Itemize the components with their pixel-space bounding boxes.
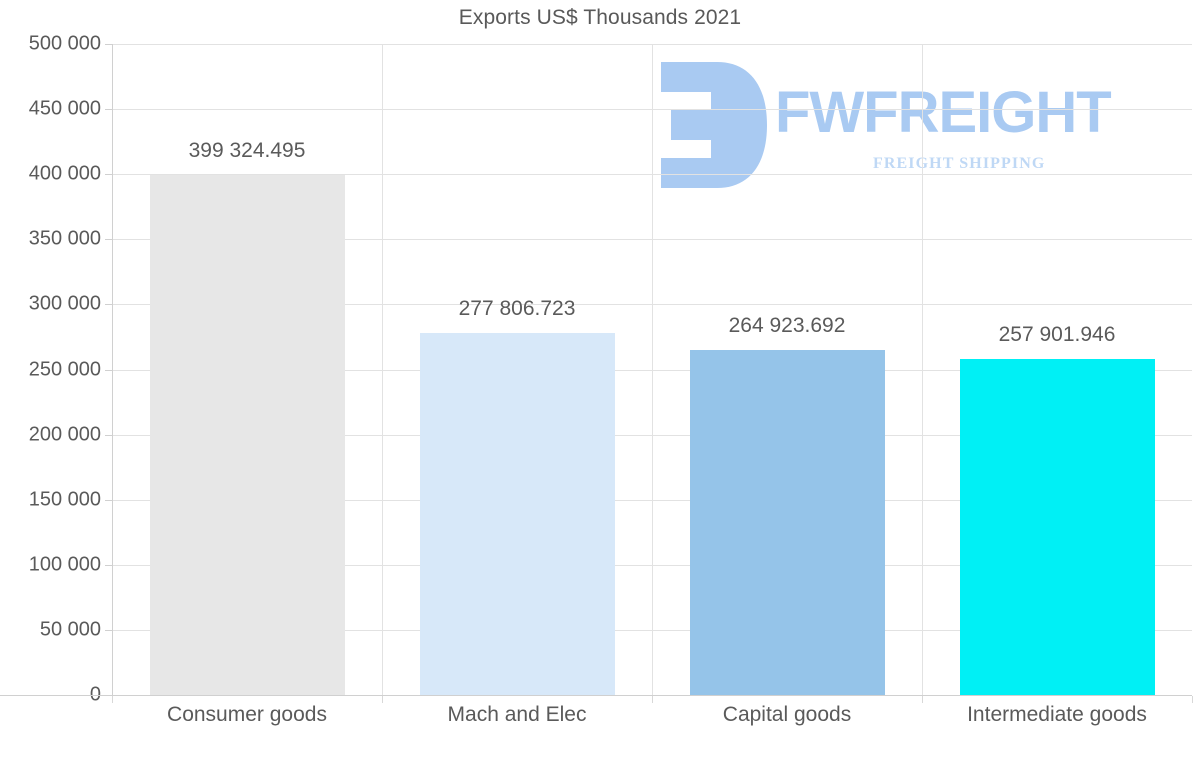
y-axis-tick-mark xyxy=(105,109,112,111)
bar[interactable] xyxy=(960,359,1155,695)
plot-area xyxy=(112,44,1192,696)
y-axis-tick-mark xyxy=(105,44,112,45)
y-axis-tick-label: 450 000 xyxy=(28,97,101,120)
y-axis-tick-label: 400 000 xyxy=(28,162,101,185)
y-axis-tick-label: 350 000 xyxy=(28,227,101,250)
bar-value-label: 277 806.723 xyxy=(458,297,576,320)
gridline-vertical xyxy=(382,44,383,695)
y-axis-tick-mark xyxy=(105,499,112,501)
bar-value-label: 257 901.946 xyxy=(998,323,1116,346)
x-axis-tick-mark xyxy=(1192,696,1193,703)
y-axis-tick-mark xyxy=(105,564,112,566)
bar[interactable] xyxy=(150,175,345,695)
y-axis-tick-mark xyxy=(105,304,112,306)
chart-title: Exports US$ Thousands 2021 xyxy=(458,6,742,29)
x-axis-tick-label: Capital goods xyxy=(722,703,852,726)
gridline-vertical xyxy=(922,44,923,695)
y-axis-tick-mark xyxy=(105,629,112,631)
bar-value-label: 399 324.495 xyxy=(188,139,306,162)
x-axis-tick-mark xyxy=(922,696,923,703)
y-axis-line xyxy=(112,44,113,695)
x-axis-tick-label: Mach and Elec xyxy=(447,703,587,726)
y-axis-tick-label: 150 000 xyxy=(28,488,101,511)
y-axis-tick-label: 500 000 xyxy=(28,32,101,55)
bar-value-label: 264 923.692 xyxy=(728,314,846,337)
x-axis-tick-mark xyxy=(652,696,653,703)
y-axis-tick-mark xyxy=(105,239,112,241)
x-axis-tick-mark xyxy=(112,696,113,703)
y-axis-tick-label: 200 000 xyxy=(28,423,101,446)
bar[interactable] xyxy=(420,333,615,695)
y-axis-tick-mark xyxy=(105,434,112,436)
y-axis-tick-label: 0 xyxy=(90,684,101,707)
x-axis-tick-label: Intermediate goods xyxy=(967,703,1147,726)
x-axis-line xyxy=(0,695,1192,696)
y-axis: 500 000 450 000 400 000 350 000 300 000 250 0… xyxy=(0,0,112,763)
y-axis-tick-label: 250 000 xyxy=(28,358,101,380)
x-axis-tick-label: Consumer goods xyxy=(167,703,327,726)
y-axis-tick-label: 300 000 xyxy=(28,292,101,315)
x-axis-tick-mark xyxy=(382,696,383,703)
bar[interactable] xyxy=(690,350,885,695)
y-axis-tick-mark xyxy=(105,369,112,371)
y-axis-tick-mark xyxy=(105,174,112,176)
y-axis-tick-label: 100 000 xyxy=(28,553,101,576)
gridline-vertical xyxy=(652,44,653,695)
y-axis-tick-label: 50 000 xyxy=(39,618,101,641)
